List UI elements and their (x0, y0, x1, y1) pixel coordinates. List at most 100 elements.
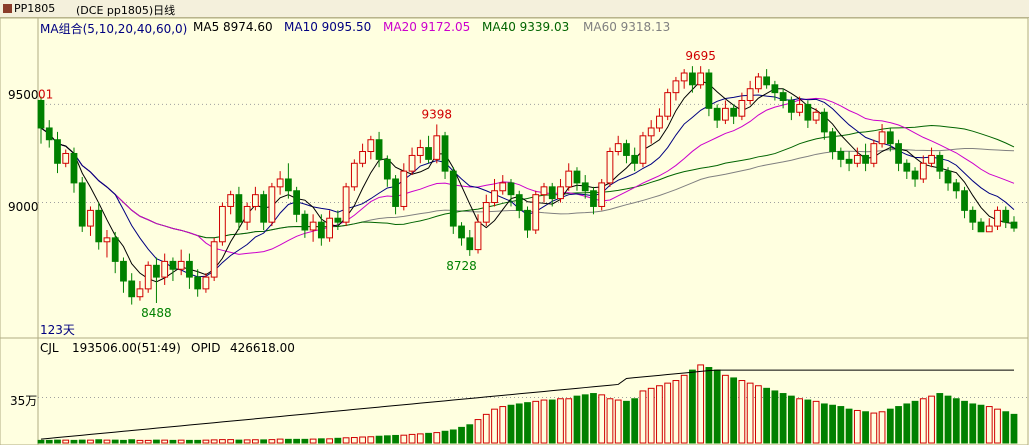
legend-ma5: MA5 8974.60 (193, 20, 273, 34)
candle (375, 139, 383, 160)
candle (919, 162, 927, 180)
candle (985, 225, 993, 233)
candle (317, 221, 325, 239)
window-title: PP1805 (14, 2, 56, 15)
volume-bar (128, 439, 136, 444)
volume-value: 193506.00(51:49) (72, 341, 181, 355)
volume-bar (293, 438, 301, 444)
price-tick-9000: 9000 (8, 200, 39, 214)
volume-bar (565, 398, 573, 444)
volume-bar (886, 408, 894, 444)
volume-bar (227, 439, 235, 444)
volume-bar (895, 406, 902, 444)
candle (804, 103, 812, 121)
candle (408, 154, 416, 172)
candlestick-chart[interactable]: 0193988728848896958851 (0, 18, 1029, 445)
candle (449, 170, 457, 227)
volume-bar (219, 439, 226, 444)
volume-bar (969, 403, 977, 444)
volume-bar (1002, 411, 1010, 444)
candle (392, 178, 399, 207)
volume-bar (515, 403, 523, 444)
candle (144, 264, 152, 290)
volume-bar (268, 439, 276, 444)
volume-bar (763, 387, 771, 444)
candle (787, 99, 795, 113)
volume-bar (37, 439, 45, 444)
candle (565, 170, 573, 188)
candle (400, 170, 408, 207)
volume-bar (672, 380, 680, 444)
volume-bar (829, 404, 836, 444)
volume-bar (408, 433, 416, 444)
candle (820, 111, 828, 133)
volume-bar (697, 364, 705, 444)
volume-bar (870, 412, 878, 444)
volume-bar (474, 419, 482, 444)
volume-bar (738, 380, 746, 444)
volume-bar (730, 377, 738, 444)
candle (260, 194, 268, 223)
volume-bar (359, 436, 366, 444)
window-subtitle: (DCE pp1805)日线 (76, 4, 176, 17)
volume-bar (367, 436, 375, 444)
volume-bar (458, 426, 465, 444)
volume-label: CJL (40, 341, 59, 355)
price-annotation: 9695 (685, 49, 716, 63)
price-annotation: 8728 (446, 259, 477, 273)
volume-bar (441, 430, 449, 444)
volume-bar (433, 432, 441, 444)
volume-bar (120, 439, 127, 444)
volume-bar (161, 439, 169, 444)
candle (120, 260, 127, 282)
candle (87, 209, 94, 227)
volume-bar (416, 433, 424, 444)
chart-window-icon (3, 4, 12, 13)
volume-bar (532, 400, 540, 444)
volume-bar (334, 437, 342, 444)
volume-bar (952, 398, 960, 444)
volume-bar (812, 400, 820, 444)
candle (722, 107, 729, 121)
candle (301, 213, 309, 231)
volume-pane-frame (0, 337, 1029, 445)
line-ma10 (40, 94, 1015, 278)
candle (598, 182, 606, 207)
candle (350, 162, 358, 188)
candle (252, 194, 259, 207)
legend-ma10: MA10 9095.50 (284, 20, 372, 34)
candle (161, 260, 169, 278)
volume-bar (482, 413, 490, 444)
candle (623, 143, 630, 156)
candle (326, 217, 333, 239)
volume-bar (317, 438, 325, 444)
candle (334, 217, 342, 223)
candle (532, 194, 540, 231)
volume-bar (540, 399, 548, 444)
candle (1010, 221, 1018, 229)
volume-bar (878, 411, 886, 444)
candle (581, 182, 589, 192)
candle (359, 151, 366, 164)
volume-bar (87, 439, 94, 444)
volume-bar (177, 439, 185, 444)
candle (961, 190, 968, 211)
volume-bar (169, 439, 177, 444)
candle (944, 170, 952, 184)
price-annotation: 9398 (422, 107, 453, 121)
candle (862, 154, 869, 164)
candle (639, 135, 647, 164)
volume-bar (144, 439, 152, 444)
volume-bar (276, 438, 284, 444)
candle (590, 190, 597, 207)
candle (70, 152, 78, 184)
candle (416, 147, 424, 156)
volume-bar (309, 438, 317, 444)
volume-bar (787, 395, 795, 444)
candle (524, 209, 531, 231)
volume-bar (342, 437, 350, 444)
volume-bar (804, 399, 812, 444)
volume-bar (194, 439, 202, 444)
candle (845, 158, 853, 164)
candle (548, 186, 556, 200)
